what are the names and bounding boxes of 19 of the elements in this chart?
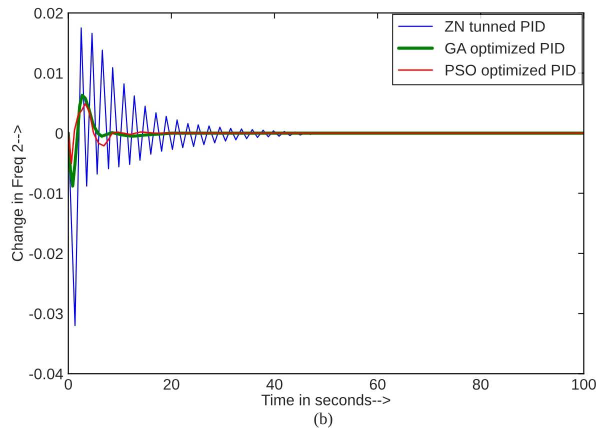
x-tick-label: 40	[266, 378, 282, 390]
legend-label: GA optimized PID	[445, 42, 564, 57]
x-tick-label: 60	[370, 378, 386, 390]
x-axis-title: Time in seconds-->	[262, 394, 390, 406]
legend-label: ZN tunned PID	[445, 20, 545, 32]
y-tick-label: -0.04	[29, 368, 64, 380]
y-tick-label: -0.01	[29, 188, 63, 200]
x-tick-label: 20	[164, 378, 180, 390]
y-tick-label: 0.02	[34, 8, 63, 19]
x-tick-label: 100	[572, 378, 596, 390]
legend-label: PSO optimized PID	[446, 64, 576, 79]
y-tick-label: 0	[56, 128, 63, 139]
y-tick-label: -0.02	[29, 248, 63, 260]
x-tick-label: 80	[472, 378, 489, 390]
y-tick-label: -0.03	[29, 308, 63, 320]
x-tick-label: 0	[64, 378, 72, 390]
y-tick-label: 0.01	[34, 68, 63, 79]
text: (b)	[314, 412, 332, 428]
y-axis-title: Change in Freq 2-->	[12, 125, 26, 262]
